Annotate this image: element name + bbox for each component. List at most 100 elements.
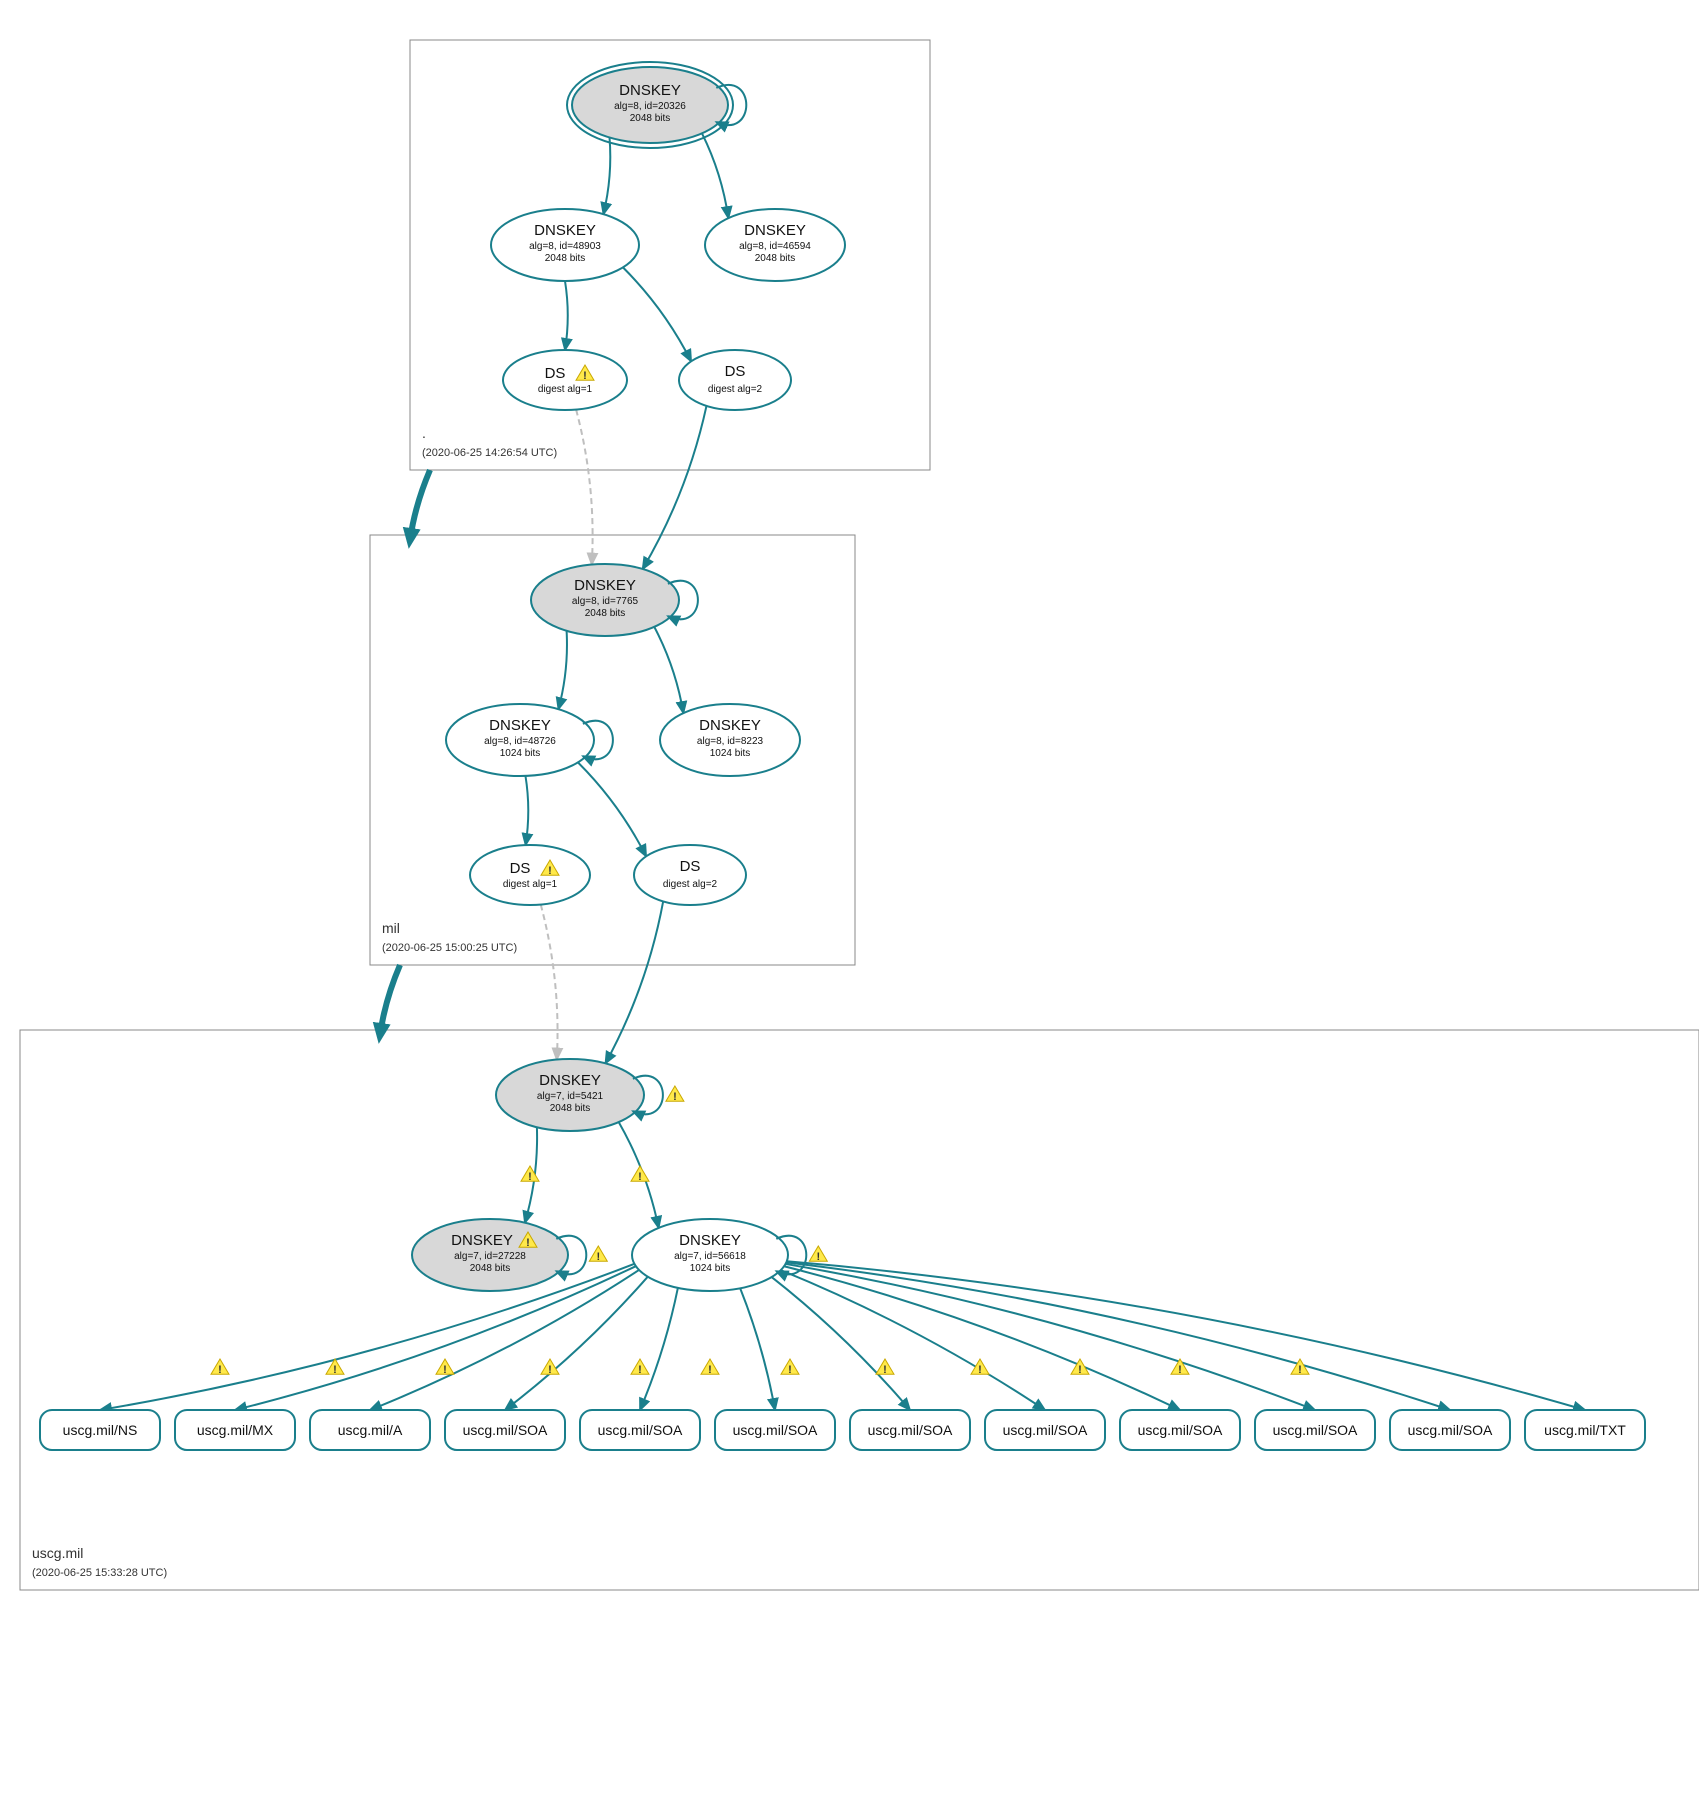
edge <box>525 776 528 845</box>
svg-text:uscg.mil/SOA: uscg.mil/SOA <box>1003 1422 1088 1438</box>
svg-text:alg=8, id=46594: alg=8, id=46594 <box>739 241 811 252</box>
svg-text:alg=7, id=5421: alg=7, id=5421 <box>537 1091 604 1102</box>
warning-icon: ! <box>809 1246 827 1263</box>
svg-text:2048 bits: 2048 bits <box>545 253 586 264</box>
uscg-zsk2: DNSKEYalg=7, id=566181024 bits! <box>632 1219 827 1291</box>
edge <box>702 133 728 218</box>
svg-text:2048 bits: 2048 bits <box>755 253 796 264</box>
edge <box>565 281 568 350</box>
warning-icon: ! <box>701 1359 719 1376</box>
warning-icon: ! <box>1171 1359 1189 1376</box>
warning-icon: ! <box>436 1359 454 1376</box>
rr-soa8: uscg.mil/SOA <box>1390 1410 1510 1450</box>
root-ds1: DS!digest alg=1 <box>503 350 627 410</box>
svg-text:DNSKEY: DNSKEY <box>451 1232 513 1249</box>
rrsig-edge <box>505 1277 648 1410</box>
svg-text:uscg.mil/SOA: uscg.mil/SOA <box>598 1422 683 1438</box>
svg-text:DNSKEY: DNSKEY <box>679 1232 741 1249</box>
edges-layer: !! <box>100 133 1585 1410</box>
svg-text:2048 bits: 2048 bits <box>585 608 626 619</box>
svg-text:.: . <box>422 425 426 441</box>
svg-text:!: ! <box>1298 1364 1302 1376</box>
svg-text:1024 bits: 1024 bits <box>500 748 541 759</box>
svg-text:!: ! <box>548 1364 552 1376</box>
edge <box>623 267 691 361</box>
svg-text:2048 bits: 2048 bits <box>630 113 671 124</box>
svg-text:uscg.mil/SOA: uscg.mil/SOA <box>1408 1422 1493 1438</box>
svg-text:digest alg=2: digest alg=2 <box>663 879 718 890</box>
rr-soa4: uscg.mil/SOA <box>850 1410 970 1450</box>
warning-icon: ! <box>876 1359 894 1376</box>
uscg-zsk1: DNSKEY!alg=7, id=272282048 bits! <box>412 1219 607 1291</box>
mil-zsk1: DNSKEYalg=8, id=487261024 bits <box>446 704 613 776</box>
svg-text:uscg.mil/SOA: uscg.mil/SOA <box>1273 1422 1358 1438</box>
root-zsk2: DNSKEY alg=8, id=465942048 bits <box>705 209 845 281</box>
rrsig-edge <box>740 1288 775 1410</box>
delegation-arrow <box>380 965 400 1035</box>
svg-text:DS: DS <box>680 858 701 875</box>
svg-text:DS: DS <box>725 363 746 380</box>
rr-soa5: uscg.mil/SOA <box>985 1410 1105 1450</box>
svg-text:uscg.mil: uscg.mil <box>32 1545 83 1561</box>
svg-text:(2020-06-25 14:26:54 UTC): (2020-06-25 14:26:54 UTC) <box>422 447 557 459</box>
svg-text:alg=7, id=56618: alg=7, id=56618 <box>674 1251 746 1262</box>
svg-text:!: ! <box>548 865 552 877</box>
svg-text:!: ! <box>638 1171 642 1183</box>
svg-text:!: ! <box>333 1364 337 1376</box>
root-ksk: DNSKEYalg=8, id=203262048 bits <box>567 62 746 148</box>
svg-text:!: ! <box>443 1364 447 1376</box>
svg-text:alg=8, id=48903: alg=8, id=48903 <box>529 241 601 252</box>
svg-text:!: ! <box>816 1251 820 1263</box>
warning-icon: ! <box>589 1246 607 1263</box>
svg-text:alg=7, id=27228: alg=7, id=27228 <box>454 1251 526 1262</box>
svg-text:2048 bits: 2048 bits <box>550 1103 591 1114</box>
warning-icon: ! <box>971 1359 989 1376</box>
edge <box>605 901 663 1063</box>
delegation-arrow <box>410 470 430 540</box>
edge <box>654 627 683 713</box>
svg-text:alg=8, id=48726: alg=8, id=48726 <box>484 736 556 747</box>
mil-zsk2: DNSKEYalg=8, id=82231024 bits <box>660 704 800 776</box>
svg-text:uscg.mil/TXT: uscg.mil/TXT <box>1544 1422 1626 1438</box>
edge <box>643 406 707 569</box>
svg-text:2048 bits: 2048 bits <box>470 1263 511 1274</box>
svg-text:!: ! <box>528 1171 532 1183</box>
svg-text:uscg.mil/A: uscg.mil/A <box>338 1422 403 1438</box>
edge <box>603 137 610 214</box>
svg-text:!: ! <box>708 1364 712 1376</box>
root-zsk1: DNSKEYalg=8, id=489032048 bits <box>491 209 639 281</box>
edge <box>558 631 567 709</box>
rr-mx: uscg.mil/MX <box>175 1410 295 1450</box>
svg-text:!: ! <box>1178 1364 1182 1376</box>
rr-soa3: uscg.mil/SOA <box>715 1410 835 1450</box>
rr-soa1: uscg.mil/SOA <box>445 1410 565 1450</box>
rrsig-edge <box>235 1266 636 1410</box>
edge <box>541 905 558 1060</box>
rr-txt: uscg.mil/TXT <box>1525 1410 1645 1450</box>
svg-text:DNSKEY: DNSKEY <box>744 222 806 239</box>
svg-text:!: ! <box>638 1364 642 1376</box>
svg-text:!: ! <box>883 1364 887 1376</box>
svg-text:DS: DS <box>510 860 531 877</box>
edge <box>576 410 593 565</box>
warning-icon: ! <box>211 1359 229 1376</box>
svg-text:alg=8, id=20326: alg=8, id=20326 <box>614 101 686 112</box>
warning-icon: ! <box>631 1359 649 1376</box>
svg-text:uscg.mil/SOA: uscg.mil/SOA <box>868 1422 953 1438</box>
rrsig-edge <box>781 1270 1045 1410</box>
root-ds2: DS digest alg=2 <box>679 350 791 410</box>
svg-text:digest alg=2: digest alg=2 <box>708 384 763 395</box>
svg-text:(2020-06-25 15:33:28 UTC): (2020-06-25 15:33:28 UTC) <box>32 1567 167 1579</box>
warning-icon: ! <box>666 1086 684 1103</box>
uscg-ksk: DNSKEY alg=7, id=54212048 bits! <box>496 1059 684 1131</box>
svg-text:1024 bits: 1024 bits <box>710 748 751 759</box>
svg-text:!: ! <box>596 1251 600 1263</box>
svg-text:(2020-06-25 15:00:25 UTC): (2020-06-25 15:00:25 UTC) <box>382 942 517 954</box>
svg-text:alg=8, id=8223: alg=8, id=8223 <box>697 736 764 747</box>
rr-ns: uscg.mil/NS <box>40 1410 160 1450</box>
mil-ksk: DNSKEYalg=8, id=77652048 bits <box>531 564 698 636</box>
rrsig-edge <box>786 1262 1450 1410</box>
warning-icon: ! <box>631 1166 649 1183</box>
svg-text:!: ! <box>526 1237 530 1249</box>
svg-text:DNSKEY: DNSKEY <box>539 1072 601 1089</box>
